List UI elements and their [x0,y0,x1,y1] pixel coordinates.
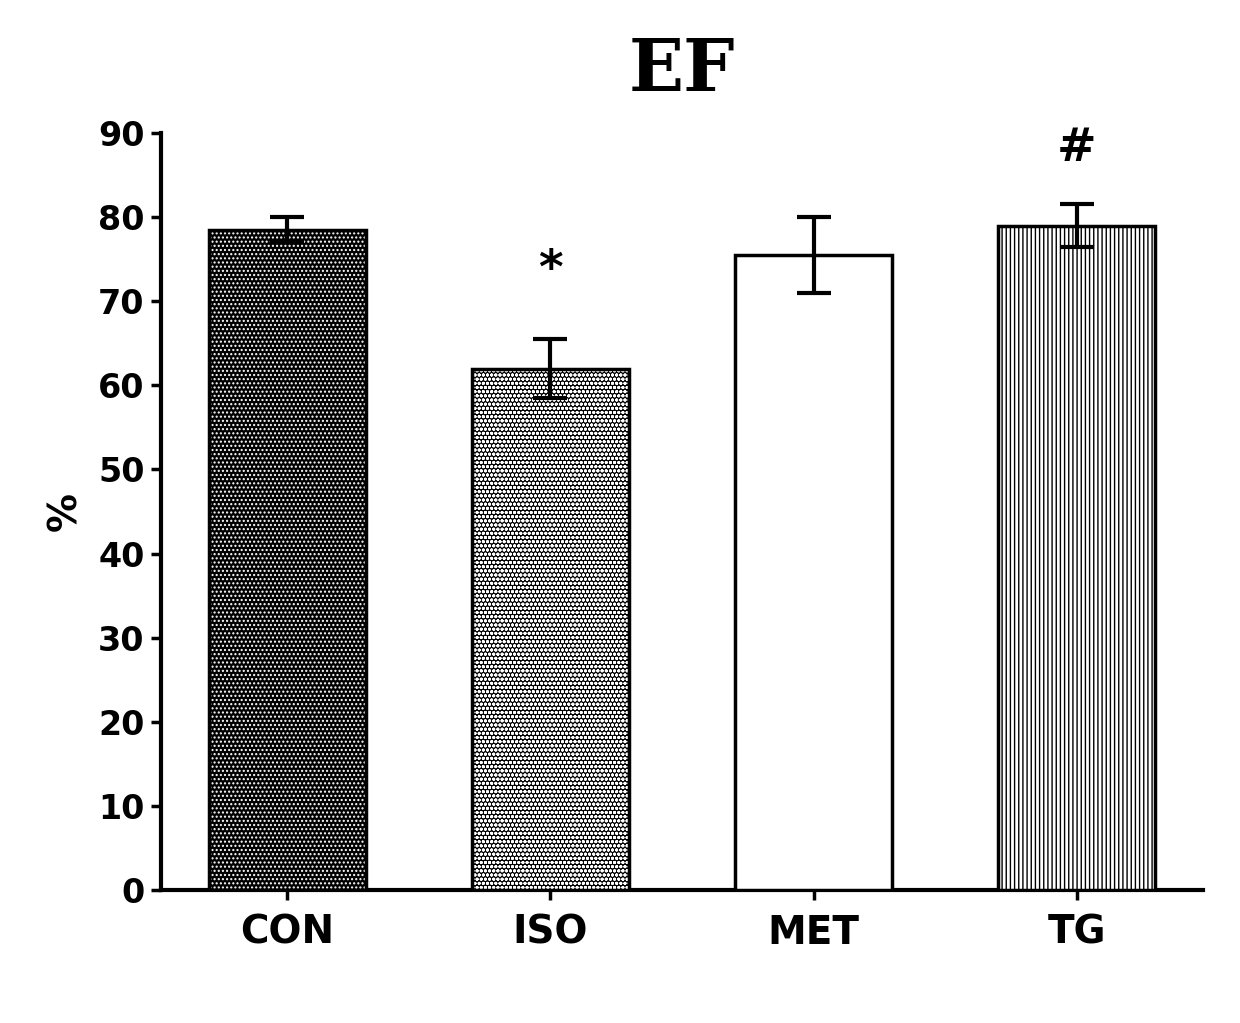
Bar [998,225,1156,890]
Bar [471,368,630,890]
Title: EF: EF [629,36,735,106]
Text: *: * [538,248,563,293]
Bar [471,368,630,890]
Y-axis label: %: % [46,492,84,531]
Bar [998,225,1156,890]
Bar [208,230,366,890]
Text: #: # [1056,126,1096,171]
Bar [734,255,893,890]
Bar [734,255,893,890]
Bar [208,230,366,890]
